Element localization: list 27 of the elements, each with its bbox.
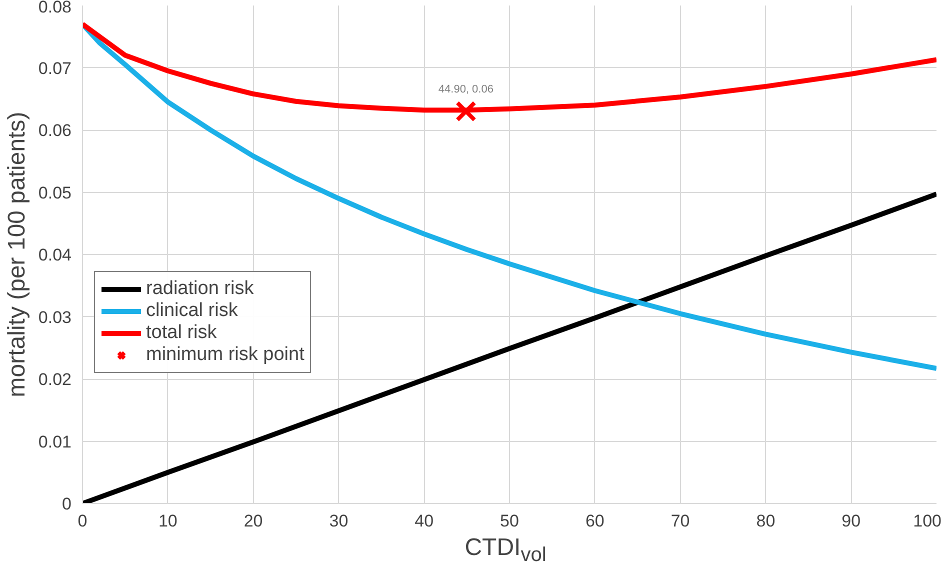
y-tick-label: 0.02 (38, 370, 72, 389)
x-tick-label: 10 (158, 512, 178, 530)
x-axis-title: CTDI$_{vol}$ (464, 534, 546, 568)
x-tick-label: 100 (913, 512, 941, 530)
y-tick-label: 0.04 (38, 246, 72, 264)
annotation: 44.90, 0.06 (438, 83, 494, 96)
y-tick-label: 0.05 (38, 183, 72, 202)
y-tick-label: 0 (62, 494, 72, 514)
x-tick-label: 90 (842, 512, 861, 530)
x-tick-label: 40 (414, 512, 434, 530)
x-tick-label: 20 (244, 512, 263, 530)
y-tick-label: 0.07 (38, 58, 72, 78)
x-tick-label: 0 (78, 512, 88, 530)
x-tick-label: 30 (329, 512, 348, 530)
x-tick-label: 70 (670, 512, 690, 530)
y-tick-label: 0.01 (38, 432, 72, 452)
legend-label: radiation risk (146, 278, 254, 300)
y-tick-label: 0.08 (38, 0, 72, 16)
x-tick-label: 50 (500, 512, 519, 530)
x-tick-label: 60 (585, 512, 604, 530)
legend-label: total risk (146, 322, 217, 344)
y-tick-label: 0.03 (38, 308, 72, 327)
legend-label: minimum risk point (146, 344, 304, 366)
y-axis-title: mortality (per 100 patients) (3, 112, 30, 398)
legend-label: clinical risk (146, 300, 238, 322)
y-tick-label: 0.06 (38, 121, 72, 140)
x-tick-label: 80 (756, 512, 776, 530)
